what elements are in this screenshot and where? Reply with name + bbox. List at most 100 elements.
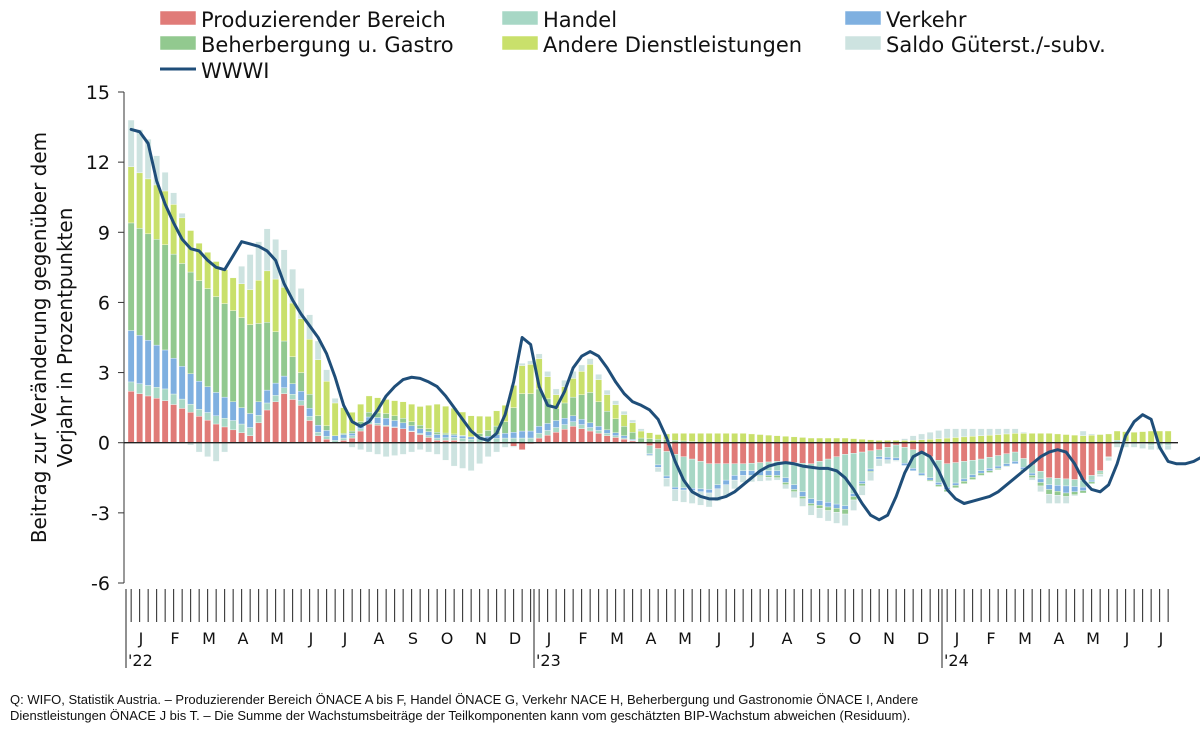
bar-saldo-g-terst-subv (442, 442, 449, 461)
bar-verkehr (450, 434, 458, 438)
bar-beherbergung-u-gastro (1079, 490, 1087, 494)
bar-beherbergung-u-gastro (994, 468, 1002, 470)
bar-beherbergung-u-gastro (484, 430, 492, 437)
bar-beherbergung-u-gastro (272, 331, 279, 384)
bar-produzierender-bereich (161, 400, 169, 443)
bar-andere-dienstleistungen (688, 433, 696, 442)
bar-saldo-g-terst-subv (374, 442, 381, 455)
bar-produzierender-bereich (833, 442, 840, 457)
x-month-label: M (202, 629, 216, 648)
bar-beherbergung-u-gastro (425, 428, 432, 432)
bar-beherbergung-u-gastro (561, 402, 568, 419)
bar-handel (229, 420, 237, 431)
bar-produzierender-bereich (773, 442, 781, 462)
bar-produzierender-bereich (943, 442, 951, 464)
bar-andere-dienstleistungen (144, 178, 152, 235)
bar-handel (212, 415, 220, 425)
bar-beherbergung-u-gastro (1062, 492, 1070, 497)
bar-produzierender-bereich (382, 426, 390, 443)
bar-produzierender-bereich (1096, 442, 1104, 471)
bar-verkehr (289, 383, 296, 395)
bar-handel (459, 438, 466, 442)
bar-beherbergung-u-gastro (935, 484, 942, 487)
bar-produzierender-bereich (994, 442, 1002, 456)
bar-verkehr (773, 470, 781, 476)
bar-verkehr (340, 434, 347, 439)
x-month-label: J (1124, 629, 1130, 648)
bar-beherbergung-u-gastro (280, 340, 288, 377)
bar-andere-dienstleistungen (263, 270, 271, 323)
bar-verkehr (136, 335, 143, 384)
legend-swatch-andere-dienstleistungen (501, 35, 539, 51)
bar-verkehr (569, 415, 577, 422)
bar-andere-dienstleistungen (306, 339, 313, 395)
bar-andere-dienstleistungen (382, 399, 390, 414)
bar-verkehr (280, 375, 288, 388)
bar-handel (663, 451, 670, 477)
bar-beherbergung-u-gastro (153, 239, 160, 346)
bar-saldo-g-terst-subv (841, 513, 849, 526)
legend-label-handel: Handel (543, 8, 617, 32)
bar-beherbergung-u-gastro (136, 228, 143, 336)
bar-verkehr (1003, 463, 1010, 467)
x-month-label: D (917, 629, 929, 648)
bar-produzierender-bereich (136, 393, 143, 443)
bar-verkehr (467, 436, 475, 440)
bar-verkehr (246, 413, 254, 428)
bar-saldo-g-terst-subv (646, 454, 653, 457)
bar-verkehr (586, 422, 594, 428)
legend: Produzierender Bereich Handel Verkehr Beher… (159, 8, 1106, 83)
bar-saldo-g-terst-subv (365, 442, 373, 453)
bar-produzierender-bereich (952, 442, 959, 463)
bar-beherbergung-u-gastro (255, 323, 262, 402)
bar-verkehr (739, 470, 747, 476)
bar-saldo-g-terst-subv (391, 442, 398, 456)
bar-handel (731, 463, 738, 476)
bar-beherbergung-u-gastro (391, 415, 398, 421)
bar-verkehr (960, 478, 968, 482)
bar-saldo-g-terst-subv (510, 446, 517, 448)
bar-verkehr (705, 489, 713, 494)
bar-handel (697, 461, 704, 490)
bar-beherbergung-u-gastro (1028, 475, 1036, 478)
bar-beherbergung-u-gastro (510, 407, 517, 433)
bar-produzierender-bereich (603, 435, 611, 443)
bar-andere-dienstleistungen (790, 436, 798, 443)
bar-verkehr (527, 430, 534, 439)
y-tick-label: -3 (91, 503, 110, 525)
bar-verkehr (331, 435, 339, 441)
bar-andere-dienstleistungen (637, 430, 645, 439)
legend-swatch-saldo-g-terst-subv (844, 35, 882, 51)
bar-produzierender-bereich (1105, 442, 1112, 457)
bar-andere-dienstleistungen (1028, 433, 1036, 443)
bar-andere-dienstleistungen (399, 401, 407, 419)
bar-andere-dienstleistungen (229, 277, 237, 311)
bar-verkehr (722, 479, 730, 485)
bar-beherbergung-u-gastro (263, 322, 271, 391)
bar-produzierender-bereich (238, 432, 245, 443)
bar-andere-dienstleistungen (136, 172, 143, 229)
bar-beherbergung-u-gastro (833, 508, 840, 513)
bar-saldo-g-terst-subv (994, 428, 1002, 435)
x-month-label: N (883, 629, 895, 648)
bar-beherbergung-u-gastro (1071, 491, 1078, 495)
bar-handel (382, 425, 390, 427)
bar-andere-dienstleistungen (365, 395, 373, 413)
bar-produzierender-bereich (246, 435, 254, 443)
bar-saldo-g-terst-subv (408, 442, 415, 453)
bar-andere-dienstleistungen (153, 184, 160, 240)
bar-verkehr (153, 344, 160, 388)
bar-verkehr (323, 430, 330, 437)
bar-verkehr (858, 481, 866, 484)
bar-beherbergung-u-gastro (603, 410, 611, 431)
bar-produzierender-bereich (153, 398, 160, 443)
bar-handel (646, 445, 653, 454)
bar-andere-dienstleistungen (739, 433, 747, 443)
bar-saldo-g-terst-subv (867, 472, 874, 481)
bar-andere-dienstleistungen (773, 435, 781, 443)
bar-saldo-g-terst-subv (331, 398, 339, 404)
bar-verkehr (578, 419, 585, 425)
bar-saldo-g-terst-subv (467, 442, 475, 471)
source-note: Q: WIFO, Statistik Austria. – Produziere… (10, 692, 1195, 724)
bar-produzierender-bereich (977, 442, 985, 460)
